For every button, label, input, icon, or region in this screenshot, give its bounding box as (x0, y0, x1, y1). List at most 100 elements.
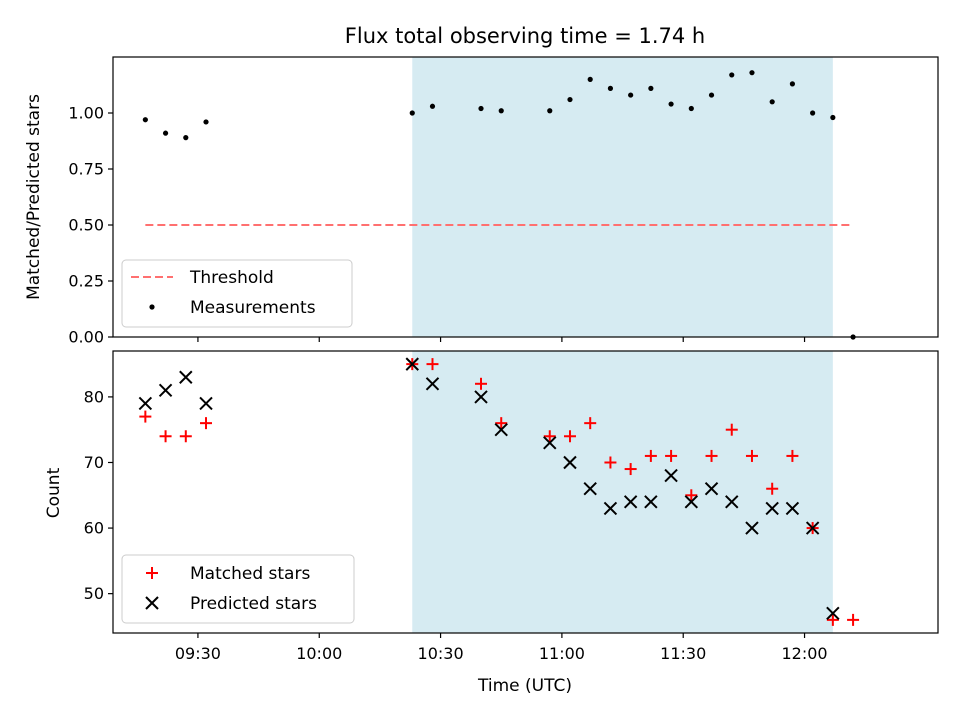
matched-star-point (786, 449, 799, 462)
top-panel: 0.00 0.25 0.50 0.75 1.00 Flux total observin… (24, 24, 939, 347)
predicted-star-point (725, 495, 739, 509)
x-tick-label: 10:00 (296, 644, 342, 663)
matched-star-point (826, 613, 839, 626)
predicted-star-point (623, 495, 638, 509)
bottom-observing-interval-shade (412, 351, 833, 633)
measurement-point (607, 85, 614, 91)
top-legend-box (121, 259, 353, 328)
matched-star-point (644, 449, 657, 462)
bottom-y-axis-label: Count (44, 467, 64, 518)
predicted-star-point (745, 521, 759, 535)
measurement-point (498, 108, 504, 114)
measurement-point (628, 92, 634, 98)
measurement-point (708, 92, 715, 98)
predicted-star-point (826, 606, 840, 621)
measurement-point (162, 130, 169, 136)
predicted-star-point (138, 396, 153, 411)
legend-measurements-swatch (149, 304, 155, 310)
matched-star-point (705, 449, 718, 462)
predicted-star-point (785, 501, 800, 516)
top-x-axis-ticks (197, 337, 806, 342)
bottom-x-axis-ticks: 09:30 10:00 10:30 11:00 11:30 12:00 (175, 633, 828, 663)
matched-star-point (766, 482, 779, 495)
measurement-point (183, 135, 189, 141)
matched-star-point (624, 463, 637, 476)
measurement-points (142, 70, 856, 340)
predicted-star-point (405, 357, 419, 371)
measurement-point (203, 119, 209, 125)
measurement-point (429, 103, 436, 109)
matched-star-point (495, 417, 508, 430)
legend-matched-label: Matched stars (190, 564, 310, 584)
top-y-axis-label: Matched/Predicted stars (24, 94, 44, 300)
measurement-point (789, 81, 796, 87)
top-plot-frame (112, 56, 939, 338)
legend-predicted-swatch (145, 596, 159, 610)
predicted-star-point (563, 455, 577, 470)
matched-star-point (685, 489, 698, 502)
x-tick-label: 10:30 (418, 644, 464, 663)
x-tick-label: 11:00 (539, 644, 585, 663)
y-tick-label: 1.00 (68, 104, 104, 123)
matched-star-point (725, 423, 738, 436)
matched-star-point (179, 430, 192, 443)
bottom-plot-frame (112, 350, 939, 634)
matched-star-point (475, 377, 488, 390)
predicted-star-point (583, 482, 597, 496)
predicted-star-point (664, 468, 678, 483)
x-tick-label: 09:30 (175, 644, 221, 663)
bottom-y-axis-ticks: 50 60 70 80 (84, 387, 113, 603)
predicted-star-point (765, 501, 779, 516)
bottom-legend-box (121, 554, 355, 624)
matched-star-point (665, 449, 678, 462)
measurement-point (769, 99, 775, 105)
predicted-star-point (644, 495, 658, 509)
predicted-star-point (603, 501, 618, 516)
measurement-point (729, 72, 735, 78)
y-tick-label: 0.00 (68, 328, 104, 347)
measurement-point (810, 110, 816, 116)
matched-star-point (745, 449, 758, 462)
matched-star-point (159, 430, 172, 443)
measurement-point (478, 105, 484, 112)
y-tick-label: 50 (84, 584, 104, 603)
measurement-point (567, 96, 573, 103)
predicted-star-point (425, 377, 440, 391)
bottom-legend: Matched stars Predicted stars (121, 554, 355, 624)
y-tick-label: 80 (84, 387, 104, 406)
x-tick-label: 12:00 (781, 644, 827, 663)
predicted-star-point (543, 436, 557, 450)
top-y-axis-ticks: 0.00 0.25 0.50 0.75 1.00 (68, 104, 113, 347)
measurement-point (668, 101, 674, 107)
matched-star-point (584, 417, 597, 430)
y-tick-label: 60 (84, 519, 104, 538)
y-tick-label: 0.25 (68, 272, 104, 291)
measurement-point (688, 105, 694, 112)
measurement-point (648, 85, 654, 91)
matched-star-point (200, 417, 213, 430)
measurement-point (587, 76, 593, 82)
predicted-star-point (494, 422, 508, 437)
bottom-x-axis-label: Time (UTC) (477, 676, 572, 696)
predicted-star-point (179, 370, 193, 384)
matched-star-point (139, 410, 152, 423)
predicted-star-point (474, 390, 488, 404)
predicted-star-point (158, 383, 173, 398)
matched-stars-points (139, 358, 860, 626)
predicted-stars-points (138, 357, 840, 621)
top-chart-title: Flux total observing time = 1.74 h (345, 24, 705, 48)
matched-star-point (563, 430, 576, 443)
y-tick-label: 70 (84, 453, 104, 472)
predicted-star-point (199, 396, 213, 411)
y-tick-label: 0.75 (68, 160, 104, 179)
measurement-point (749, 70, 755, 76)
matched-star-point (543, 430, 556, 443)
legend-threshold-label: Threshold (189, 268, 274, 288)
legend-matched-swatch (146, 567, 158, 579)
predicted-star-point (805, 521, 820, 535)
y-tick-label: 0.50 (68, 216, 104, 235)
measurement-point (830, 114, 836, 121)
x-tick-label: 11:30 (660, 644, 706, 663)
